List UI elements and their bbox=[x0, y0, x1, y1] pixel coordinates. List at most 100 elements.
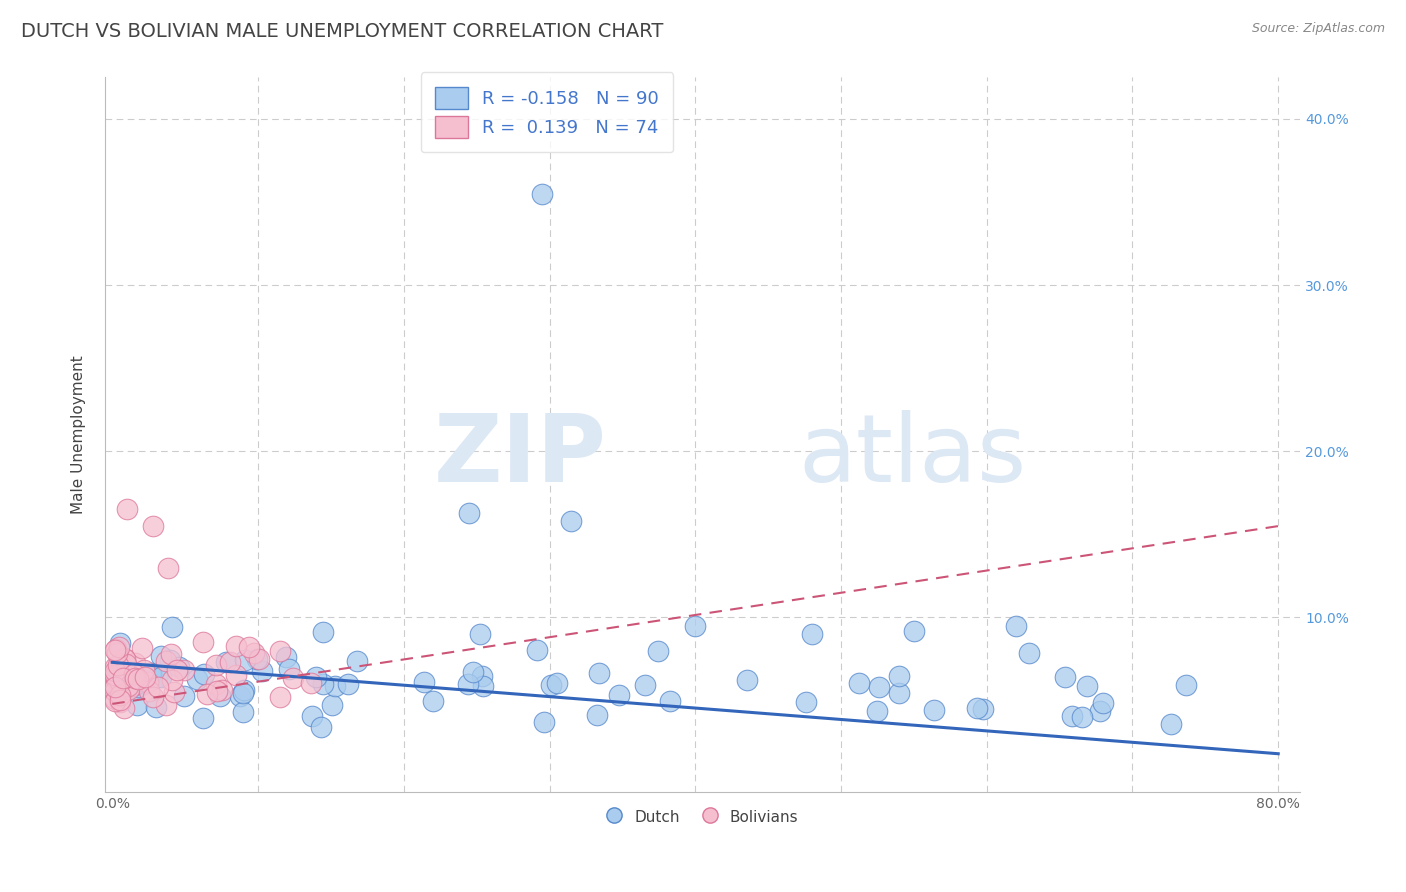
Point bbox=[108, 662, 131, 676]
Point bbox=[540, 677, 562, 691]
Point bbox=[159, 653, 181, 667]
Point bbox=[108, 665, 131, 680]
Point bbox=[531, 186, 554, 201]
Point bbox=[228, 689, 250, 703]
Point bbox=[848, 676, 870, 690]
Point bbox=[346, 655, 368, 669]
Point bbox=[1088, 704, 1111, 718]
Point bbox=[124, 656, 146, 670]
Point bbox=[1018, 647, 1040, 661]
Point bbox=[299, 676, 322, 690]
Point bbox=[336, 677, 359, 691]
Point bbox=[142, 690, 165, 705]
Point bbox=[283, 671, 305, 685]
Point bbox=[145, 699, 167, 714]
Point bbox=[155, 654, 177, 668]
Point bbox=[195, 687, 218, 701]
Point bbox=[412, 674, 434, 689]
Point bbox=[107, 686, 129, 700]
Point bbox=[232, 705, 254, 719]
Point bbox=[150, 649, 173, 664]
Point bbox=[105, 673, 128, 687]
Point bbox=[121, 679, 143, 693]
Point bbox=[108, 689, 131, 703]
Point bbox=[191, 635, 214, 649]
Text: Source: ZipAtlas.com: Source: ZipAtlas.com bbox=[1251, 22, 1385, 36]
Point bbox=[108, 695, 131, 709]
Point bbox=[211, 683, 233, 698]
Point bbox=[127, 680, 149, 694]
Point bbox=[118, 682, 141, 697]
Point bbox=[323, 679, 346, 693]
Legend: Dutch, Bolivians: Dutch, Bolivians bbox=[599, 800, 806, 834]
Point bbox=[104, 664, 127, 678]
Point bbox=[111, 678, 134, 692]
Point bbox=[1076, 679, 1098, 693]
Point bbox=[107, 657, 129, 672]
Point bbox=[108, 675, 131, 690]
Point bbox=[132, 677, 155, 691]
Point bbox=[233, 653, 256, 667]
Point bbox=[146, 670, 169, 684]
Point bbox=[114, 652, 136, 666]
Point bbox=[868, 680, 890, 694]
Point bbox=[312, 677, 335, 691]
Point bbox=[122, 667, 145, 681]
Point bbox=[131, 673, 153, 688]
Point bbox=[104, 660, 127, 674]
Point bbox=[136, 674, 159, 689]
Point bbox=[457, 677, 479, 691]
Point bbox=[243, 647, 266, 661]
Point bbox=[134, 670, 156, 684]
Point bbox=[186, 672, 208, 686]
Point bbox=[269, 644, 291, 658]
Point bbox=[204, 676, 226, 690]
Point bbox=[124, 666, 146, 681]
Point bbox=[634, 678, 657, 692]
Point bbox=[1160, 716, 1182, 731]
Point bbox=[125, 677, 148, 691]
Point bbox=[173, 663, 195, 677]
Point bbox=[215, 655, 238, 669]
Point bbox=[922, 703, 945, 717]
Point bbox=[166, 663, 188, 677]
Point bbox=[139, 665, 162, 680]
Point bbox=[607, 688, 630, 702]
Point bbox=[305, 670, 328, 684]
Point bbox=[246, 652, 269, 666]
Point bbox=[277, 662, 299, 676]
Point bbox=[160, 673, 183, 687]
Point bbox=[112, 701, 135, 715]
Point bbox=[205, 684, 228, 698]
Point bbox=[471, 668, 494, 682]
Point bbox=[471, 680, 494, 694]
Point bbox=[156, 560, 179, 574]
Point bbox=[148, 680, 170, 694]
Point bbox=[108, 657, 131, 672]
Point bbox=[533, 715, 555, 730]
Point bbox=[232, 685, 254, 699]
Point bbox=[134, 664, 156, 678]
Point bbox=[131, 641, 153, 656]
Point bbox=[167, 659, 190, 673]
Text: ZIP: ZIP bbox=[434, 410, 607, 502]
Point bbox=[138, 683, 160, 698]
Point bbox=[104, 666, 127, 681]
Point bbox=[108, 671, 131, 685]
Point bbox=[458, 506, 481, 520]
Point bbox=[127, 672, 149, 686]
Point bbox=[112, 650, 135, 665]
Text: atlas: atlas bbox=[799, 410, 1026, 502]
Point bbox=[659, 694, 682, 708]
Point bbox=[219, 655, 242, 669]
Point bbox=[225, 639, 247, 653]
Point bbox=[142, 519, 165, 533]
Point bbox=[104, 677, 127, 691]
Point bbox=[104, 680, 127, 694]
Point bbox=[1005, 619, 1028, 633]
Point bbox=[546, 676, 568, 690]
Point bbox=[1071, 709, 1094, 723]
Point bbox=[139, 667, 162, 681]
Point bbox=[104, 668, 127, 682]
Point bbox=[794, 695, 817, 709]
